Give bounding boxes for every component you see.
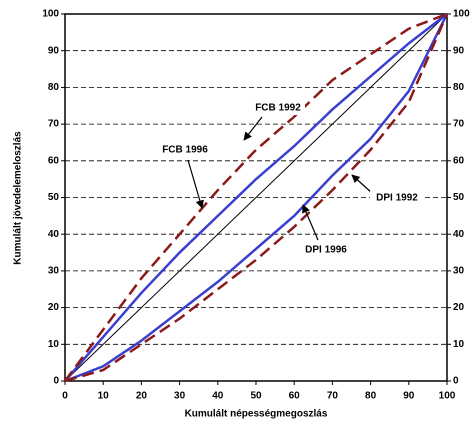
plot-frame [64,13,448,382]
equality-line [64,13,448,382]
annotation-bg [251,101,305,115]
series-line [64,13,448,382]
series-label: FCB 1996 [162,145,208,156]
y2-tick-label: 70 [453,119,465,130]
y-tick-label: 90 [48,45,60,56]
x-tick-label: 90 [403,391,415,402]
y2-tick-label: 100 [453,9,470,20]
x-tick-label: 40 [212,391,224,402]
series-line [64,13,449,383]
series-line [64,13,449,383]
y-tick-label: 60 [48,155,60,166]
x-tick-label: 20 [136,391,148,402]
annotation-bg [370,191,424,205]
y-tick-label: 80 [48,82,60,93]
y-tick-label: 20 [48,302,60,313]
series-label: FCB 1992 [255,103,301,114]
y2-tick-label: 60 [453,155,465,166]
y-axis-label: Kumulált jövedelemeloszlás [13,131,24,265]
annotation-arrow [302,204,319,241]
y-tick-label: 50 [48,192,60,203]
y2-tick-label: 40 [453,229,465,240]
y2-tick-label: 20 [453,302,465,313]
series-label: DPI 1992 [376,193,418,204]
x-tick-label: 0 [62,391,68,402]
x-tick-label: 30 [174,391,186,402]
y2-tick-label: 90 [453,45,465,56]
y2-tick-label: 0 [453,376,459,387]
y-tick-label: 100 [42,9,59,20]
x-tick-label: 10 [98,391,110,402]
series-label: DPI 1996 [305,245,347,256]
y-tick-label: 0 [53,376,59,387]
annotation-arrow [187,159,204,209]
x-tick-label: 50 [250,391,262,402]
y2-tick-label: 50 [453,192,465,203]
y-tick-label: 30 [48,266,60,277]
annotation-arrow [351,174,373,194]
x-tick-label: 70 [327,391,339,402]
y-tick-label: 10 [48,339,60,350]
annotation-bg [158,143,212,157]
x-tick-label: 80 [365,391,377,402]
annotation-bg [299,243,353,257]
y2-tick-label: 80 [453,82,465,93]
y-tick-label: 40 [48,229,60,240]
x-tick-label: 60 [289,391,301,402]
x-axis-label: Kumulált népességmegoszlás [185,409,328,420]
x-tick-label: 100 [439,391,456,402]
y2-tick-label: 30 [453,266,465,277]
annotation-arrow [243,116,263,141]
y-tick-label: 70 [48,119,60,130]
y2-tick-label: 10 [453,339,465,350]
